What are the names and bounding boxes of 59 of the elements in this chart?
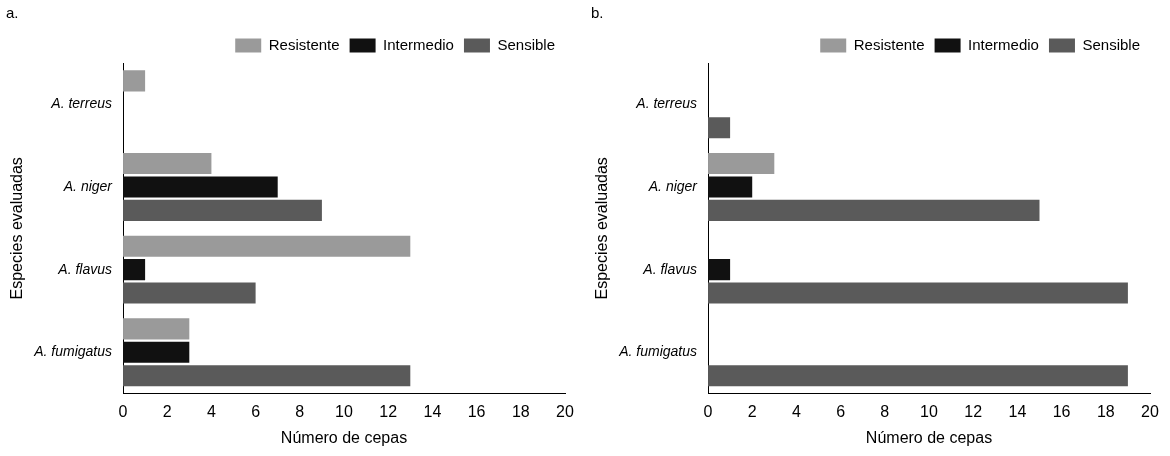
x-tick-label: 18	[511, 402, 530, 420]
x-tick-label: 2	[747, 402, 757, 420]
bar	[708, 199, 1040, 221]
legend-label: Intermedio	[383, 35, 454, 53]
bar	[123, 259, 146, 281]
bar	[123, 199, 322, 221]
y-tick-label: A. fumigatus	[618, 343, 698, 360]
y-tick-label: A. fumigatus	[33, 343, 113, 360]
legend-label: Sensible	[1082, 35, 1141, 53]
x-tick-label: 12	[379, 402, 398, 420]
x-axis-title: Número de cepas	[280, 428, 408, 446]
x-tick-label: 0	[118, 402, 128, 420]
x-tick-label: 20	[556, 402, 574, 420]
x-tick-label: 2	[162, 402, 172, 420]
y-tick-label: A. flavus	[57, 260, 113, 277]
bar	[123, 282, 256, 304]
x-tick-label: 14	[1008, 402, 1027, 420]
legend-label: Resistente	[853, 35, 925, 53]
bar	[708, 365, 1128, 387]
y-tick-label: A. terreus	[50, 95, 113, 112]
legend-label: Sensible	[497, 35, 556, 53]
x-tick-label: 10	[335, 402, 354, 420]
x-tick-label: 6	[836, 402, 846, 420]
legend-label: Intermedio	[968, 35, 1039, 53]
y-axis-title: Especies evaluadas	[8, 157, 26, 300]
y-tick-label: A. terreus	[635, 95, 698, 112]
x-tick-label: 14	[423, 402, 442, 420]
bar	[123, 341, 190, 363]
bar	[123, 70, 146, 92]
x-tick-label: 8	[295, 402, 305, 420]
x-tick-label: 20	[1141, 402, 1159, 420]
bar	[123, 235, 411, 257]
y-tick-label: A. niger	[62, 177, 114, 194]
x-tick-label: 8	[880, 402, 890, 420]
x-tick-label: 18	[1096, 402, 1115, 420]
text: b.	[591, 3, 604, 21]
bar	[123, 318, 190, 340]
bar	[123, 153, 212, 175]
bar	[708, 153, 775, 175]
x-tick-label: 4	[791, 402, 801, 420]
x-tick-label: 16	[467, 402, 486, 420]
x-tick-label: 4	[206, 402, 216, 420]
bar	[708, 282, 1128, 304]
y-tick-label: A. niger	[647, 177, 699, 194]
y-tick-label: A. flavus	[642, 260, 698, 277]
text: a.	[6, 3, 19, 21]
bar	[123, 365, 411, 387]
x-tick-label: 6	[251, 402, 261, 420]
bar	[708, 176, 753, 198]
x-tick-label: 12	[964, 402, 983, 420]
x-axis-title: Número de cepas	[865, 428, 993, 446]
legend-label: Resistente	[268, 35, 340, 53]
x-tick-label: 16	[1052, 402, 1071, 420]
bar	[708, 259, 731, 281]
x-tick-label: 10	[920, 402, 939, 420]
bar	[123, 176, 278, 198]
y-axis-title: Especies evaluadas	[593, 157, 611, 300]
bar	[708, 117, 731, 139]
x-tick-label: 0	[703, 402, 713, 420]
